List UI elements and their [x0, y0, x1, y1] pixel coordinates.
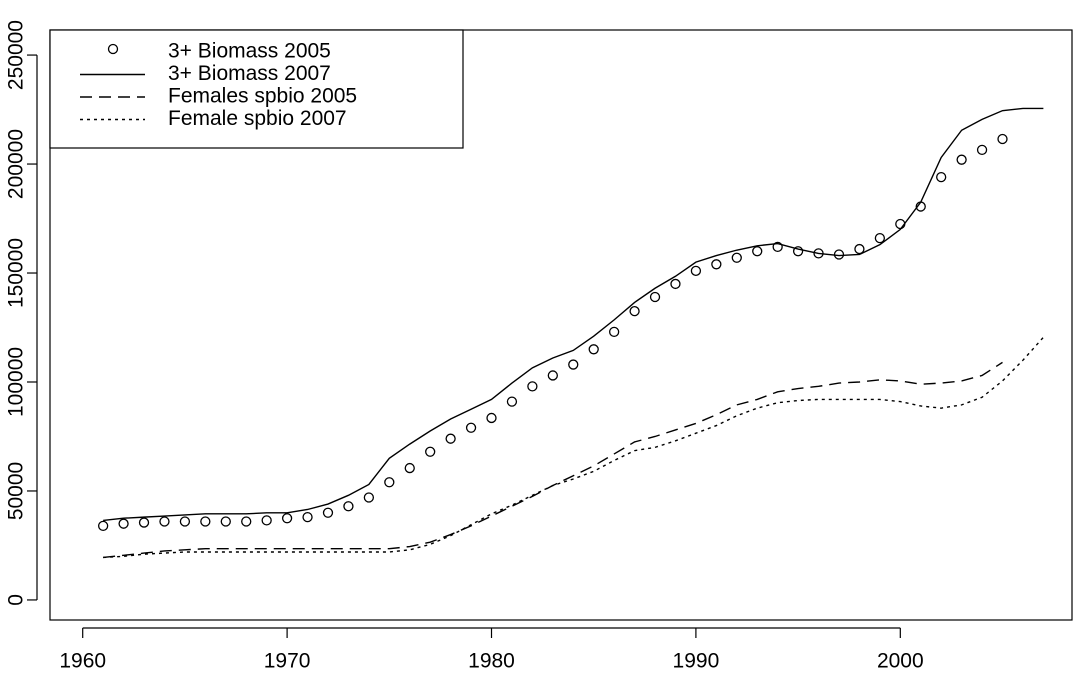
legend-label: 3+ Biomass 2007 [168, 62, 331, 85]
legend-box [49, 29, 464, 149]
data-point [772, 241, 783, 253]
data-point [690, 265, 702, 276]
y-tick-label: 200000 [5, 129, 28, 199]
data-point [179, 516, 191, 527]
y-tick-label: 0 [5, 594, 28, 606]
data-point [588, 344, 599, 355]
data-point [854, 243, 865, 255]
data-point [527, 381, 538, 392]
data-point [731, 252, 742, 263]
data-point [608, 326, 620, 338]
data-point [895, 218, 906, 230]
data-point [200, 516, 211, 527]
data-point [792, 246, 804, 257]
data-point [997, 133, 1008, 145]
x-tick-label: 2000 [877, 650, 924, 673]
series-line [103, 107, 1044, 522]
data-point [159, 516, 170, 527]
y-tick-label: 50000 [5, 462, 28, 520]
x-tick-label: 1990 [673, 650, 720, 673]
y-tick-label: 150000 [5, 238, 28, 308]
data-point [568, 359, 579, 370]
data-point [465, 422, 477, 433]
data-point [752, 246, 763, 257]
data-point [281, 513, 293, 524]
x-tick-label: 1970 [264, 650, 311, 673]
data-point [649, 291, 661, 303]
data-point [976, 144, 988, 156]
series-line [103, 336, 1044, 559]
series-line [103, 361, 1003, 559]
data-point [425, 446, 436, 457]
data-point [445, 433, 456, 444]
data-point [118, 518, 129, 529]
data-point [404, 462, 415, 474]
data-point [486, 412, 497, 424]
data-point [711, 259, 722, 270]
legend-marker [107, 43, 119, 55]
legend-label: Females spbio 2005 [168, 85, 357, 108]
data-point [97, 520, 109, 531]
data-point [874, 232, 886, 244]
data-point [547, 370, 558, 381]
data-point [629, 306, 640, 317]
data-point [138, 517, 150, 528]
data-point [363, 492, 375, 503]
data-point [220, 516, 231, 527]
data-point [384, 477, 395, 488]
x-tick-label: 1980 [468, 650, 515, 673]
data-point [833, 249, 845, 260]
data-point [956, 154, 967, 165]
legend-label: Female spbio 2007 [168, 107, 347, 130]
data-point [302, 511, 313, 523]
data-point [936, 171, 947, 183]
x-tick-label: 1960 [59, 650, 106, 673]
legend-label: 3+ Biomass 2005 [168, 40, 331, 63]
data-point [506, 396, 518, 407]
data-point [241, 516, 252, 527]
plot-frame [49, 29, 1073, 621]
data-point [261, 515, 272, 526]
y-tick-label: 100000 [5, 347, 28, 417]
data-point [322, 507, 334, 518]
y-tick-label: 250000 [5, 20, 28, 90]
data-point [343, 501, 354, 512]
data-point [670, 278, 681, 290]
